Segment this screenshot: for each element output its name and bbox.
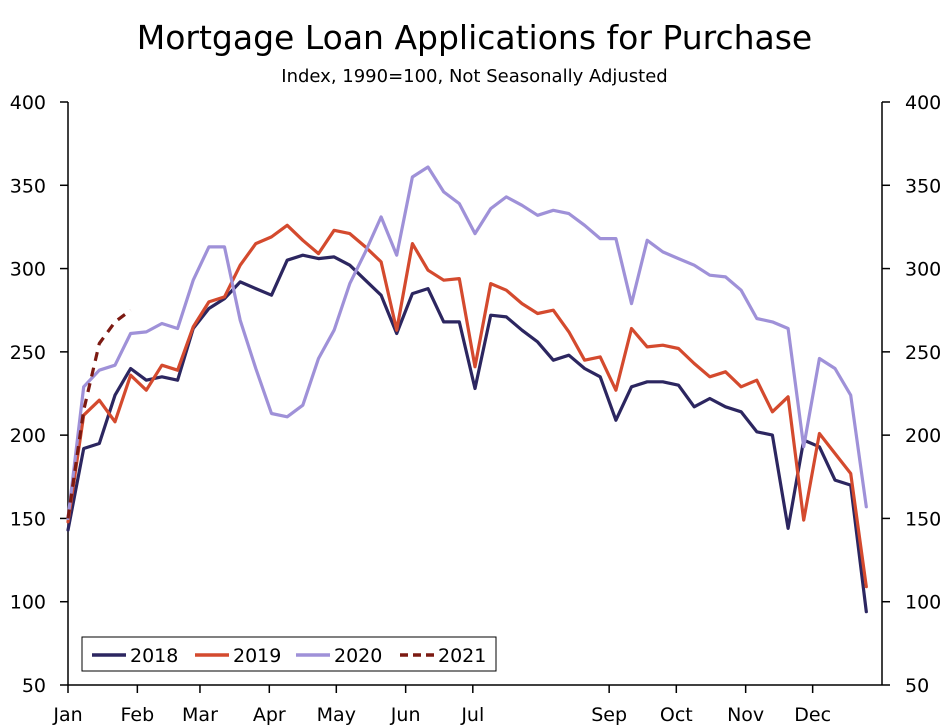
chart-axes: 50 50 100 100 150 150 200 200 250 250 300 300 350 350… [10, 92, 942, 726]
x-tick-label: Jun [390, 704, 421, 726]
x-tick-label: Feb [121, 704, 155, 726]
y-tick-label-right: 200 [905, 425, 941, 447]
series-line-2019 [66, 223, 868, 589]
y-tick-label-right: 300 [905, 259, 941, 281]
series-line-2018 [66, 253, 868, 614]
y-tick-label-left: 400 [10, 92, 46, 114]
chart-legend: 2018 2019 2020 2021 [81, 636, 497, 672]
y-tick-label-left: 300 [10, 259, 46, 281]
y-tick-label-right: 400 [905, 92, 941, 114]
y-tick-label-left: 350 [10, 175, 46, 197]
legend-label: 2020 [334, 645, 382, 667]
x-tick-label: Nov [727, 704, 764, 726]
x-tick-label: Jan [52, 704, 82, 726]
y-tick-label-left: 150 [10, 508, 46, 530]
legend-label: 2018 [130, 645, 178, 667]
y-tick-label-right: 150 [905, 508, 941, 530]
y-tick-label-left: 200 [10, 425, 46, 447]
legend-label: 2019 [233, 645, 281, 667]
chart-title: Mortgage Loan Applications for Purchase [136, 18, 813, 57]
y-tick-label-right: 350 [905, 175, 941, 197]
x-tick-label: Mar [182, 704, 218, 726]
x-tick-label: Jul [460, 704, 484, 726]
series-line-2020 [66, 165, 868, 521]
x-tick-label: May [317, 704, 356, 726]
y-tick-label-left: 50 [22, 675, 46, 697]
x-tick-label: Dec [794, 704, 831, 726]
chart-subtitle: Index, 1990=100, Not Seasonally Adjusted [281, 66, 668, 87]
chart-series [66, 165, 868, 614]
x-tick-label: Apr [253, 704, 286, 726]
x-tick-label: Oct [660, 704, 693, 726]
y-tick-label-left: 100 [10, 592, 46, 614]
y-tick-label-right: 250 [905, 342, 941, 364]
series-line-2021 [66, 308, 132, 519]
y-tick-label-right: 100 [905, 592, 941, 614]
x-tick-label: Sep [591, 704, 627, 726]
y-tick-label-left: 250 [10, 342, 46, 364]
legend-label: 2021 [438, 645, 486, 667]
y-tick-label-right: 50 [905, 675, 929, 697]
